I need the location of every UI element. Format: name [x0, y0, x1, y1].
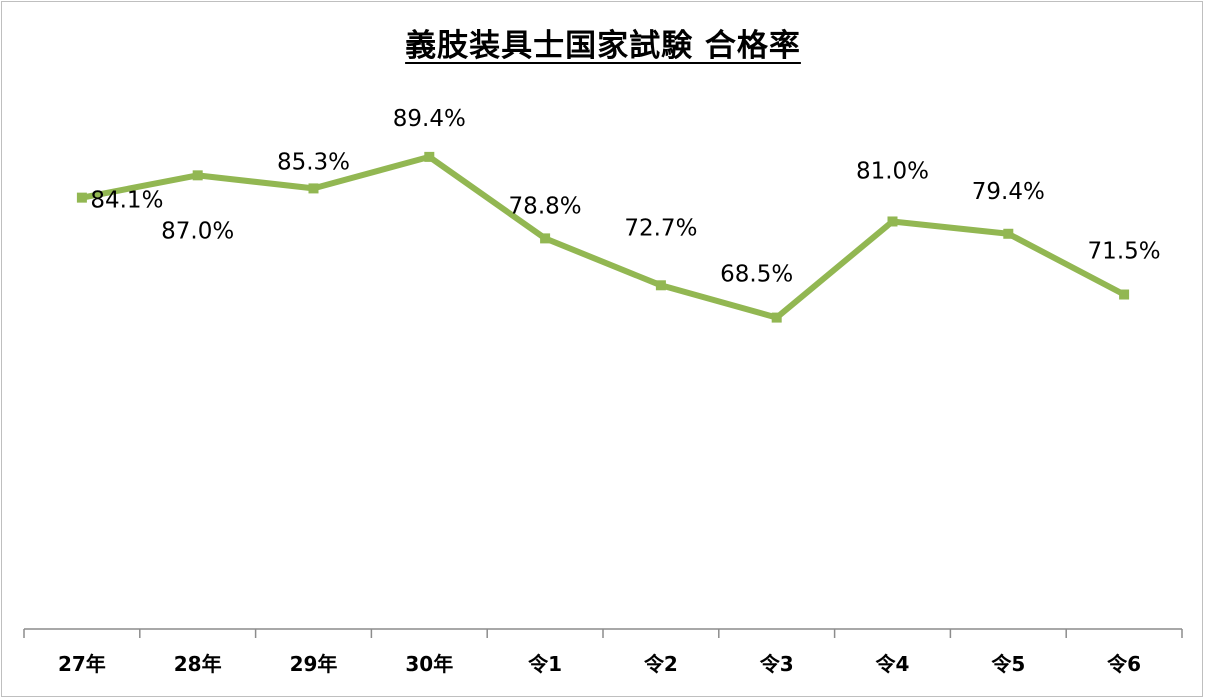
data-label: 89.4% — [393, 106, 466, 132]
series-layer — [76, 151, 1130, 323]
x-tick-label: 令1 — [528, 652, 562, 676]
x-tick-label: 27年 — [58, 652, 106, 676]
x-tick-label: 令2 — [644, 652, 678, 676]
data-point — [192, 170, 203, 181]
data-point — [540, 233, 551, 244]
x-tick-label: 令3 — [760, 652, 794, 676]
data-point — [308, 183, 319, 194]
data-label: 68.5% — [720, 262, 793, 288]
data-label: 87.0% — [161, 218, 234, 244]
data-point — [655, 280, 666, 291]
data-label: 71.5% — [1088, 239, 1161, 265]
x-tick-label: 令5 — [991, 652, 1025, 676]
data-point — [424, 151, 435, 162]
data-label: 78.8% — [509, 193, 582, 219]
data-label: 81.0% — [856, 158, 929, 184]
data-point — [771, 312, 782, 323]
data-label: 84.1% — [90, 188, 163, 214]
data-label: 72.7% — [624, 215, 697, 241]
data-point — [887, 216, 898, 227]
data-label: 85.3% — [277, 149, 350, 175]
x-tick-label: 令4 — [876, 652, 910, 676]
data-point — [1003, 228, 1014, 239]
x-tick-label: 令6 — [1107, 652, 1141, 676]
chart-title: 義肢装具士国家試験 合格率 — [405, 28, 801, 64]
x-tick-label: 29年 — [290, 652, 338, 676]
series-line — [78, 153, 1128, 321]
x-tick-label: 28年 — [174, 652, 222, 676]
data-label: 79.4% — [972, 179, 1045, 205]
data-point — [1119, 289, 1130, 300]
labels-layer: 84.1% 87.0% 85.3% 89.4% 78.8% 72.7% 68.5% 81.0%… — [90, 106, 1160, 288]
data-point — [76, 192, 87, 203]
x-tick-label: 30年 — [405, 652, 453, 676]
axis-layer: 27年 28年 29年 30年 令1 令2 令3 令4 令5 令6 — [23, 628, 1183, 676]
